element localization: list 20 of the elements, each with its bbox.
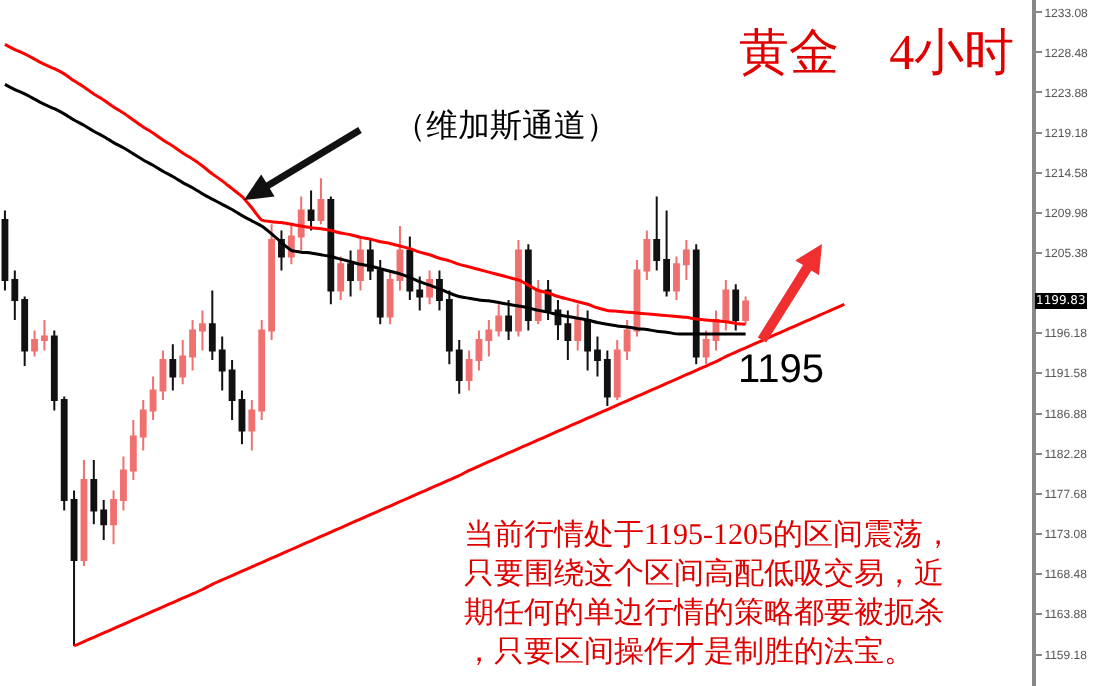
candlestick	[742, 295, 750, 326]
candlestick	[505, 298, 513, 341]
candlestick	[515, 238, 522, 338]
candlestick	[327, 195, 335, 306]
candlestick	[574, 303, 582, 352]
annotation: （维加斯通道）	[394, 108, 618, 144]
line-series	[3, 82, 748, 336]
candlestick	[357, 235, 364, 292]
candlestick	[317, 177, 325, 226]
annotation: 当前行情处于1195-1205的区间震荡，只要围绕这个区间高配低吸交易，近期任何的单边行情的策略都要被扼杀，只要区间操作才是制胜的法宝。	[464, 518, 953, 669]
candlestick	[524, 243, 532, 332]
candlestick	[80, 458, 88, 568]
candlestick	[732, 283, 740, 332]
candlestick	[307, 189, 315, 232]
candlestick	[692, 243, 700, 366]
text: 黄金 4小时	[739, 26, 1015, 81]
candlestick	[337, 255, 345, 301]
candlestick	[347, 249, 354, 298]
annotation: 1195	[738, 348, 825, 392]
candlestick	[169, 343, 177, 392]
